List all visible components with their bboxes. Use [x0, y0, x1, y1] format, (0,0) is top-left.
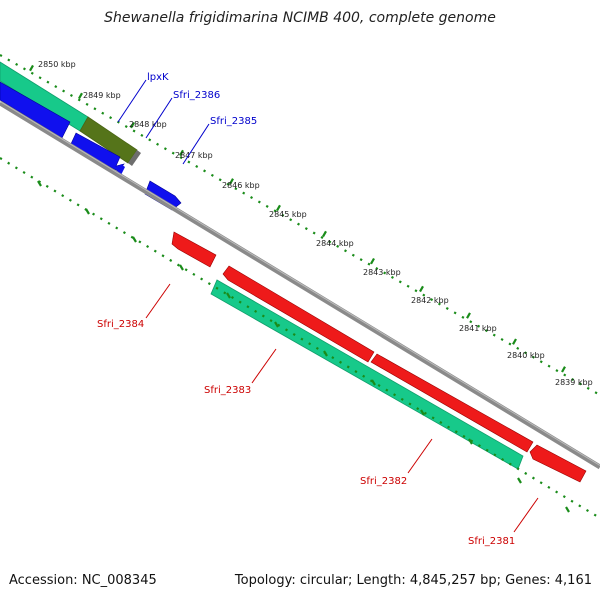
- leader-line: [513, 497, 539, 533]
- scale-label: 2850 kbp: [38, 60, 76, 69]
- backbone-line: [0, 100, 600, 470]
- scale-label: 2846 kbp: [222, 181, 260, 190]
- cds-feature-sfri-2382: [370, 353, 534, 453]
- gene-label-sfri-2385[interactable]: Sfri_2385: [210, 116, 257, 127]
- gene-feature-end: [128, 150, 141, 166]
- accession-text: Accession: NC_008345: [9, 573, 157, 588]
- scale-label: 2848 kbp: [129, 120, 167, 129]
- gene-label-sfri-2383[interactable]: Sfri_2383: [204, 385, 251, 396]
- inner-tick-track: [0, 157, 600, 519]
- cds-feature-sfri-2383: [222, 265, 375, 363]
- reverse-strand-features: [171, 231, 587, 483]
- leader-line: [251, 348, 277, 384]
- scale-label: 2842 kbp: [411, 296, 449, 305]
- backbone-highlight: [0, 100, 600, 466]
- leader-line: [407, 438, 433, 474]
- leader-line: [145, 97, 173, 139]
- gene-label-sfri-2382[interactable]: Sfri_2382: [360, 476, 407, 487]
- scale-label: 2849 kbp: [83, 91, 121, 100]
- outer-major-ticks: [29, 64, 566, 373]
- scale-label: 2845 kbp: [269, 210, 307, 219]
- gene-label-sfri-2384[interactable]: Sfri_2384: [97, 319, 144, 330]
- leader-line: [182, 123, 210, 165]
- gene-labels: lpxK Sfri_2386 Sfri_2385 Sfri_2384 Sfri_…: [97, 72, 539, 547]
- cds-feature-sfri-2384: [171, 231, 217, 268]
- forward-strand-features: [0, 61, 182, 211]
- backbone: [0, 100, 600, 470]
- leader-line: [145, 283, 171, 319]
- gene-label-lpxK[interactable]: lpxK: [147, 72, 169, 83]
- cds-feature-sfri-2381: [529, 444, 587, 483]
- inner-major-ticks: [37, 180, 570, 513]
- scale-labels: 2850 kbp 2849 kbp 2848 kbp 2847 kbp 2846…: [38, 60, 593, 387]
- scale-label: 2844 kbp: [316, 239, 354, 248]
- gene-label-sfri-2386[interactable]: Sfri_2386: [173, 90, 220, 101]
- scale-label: 2840 kbp: [507, 351, 545, 360]
- gene-label-sfri-2381[interactable]: Sfri_2381: [468, 536, 515, 547]
- scale-label: 2843 kbp: [363, 268, 401, 277]
- outer-tick-track: 2850 kbp 2849 kbp 2848 kbp 2847 kbp 2846…: [0, 54, 600, 396]
- scale-label: 2839 kbp: [555, 378, 593, 387]
- scale-label: 2847 kbp: [175, 151, 213, 160]
- genome-summary-text: Topology: circular; Length: 4,845,257 bp…: [234, 573, 592, 588]
- cds-feature-small: [117, 164, 125, 175]
- scale-label: 2841 kbp: [459, 324, 497, 333]
- map-title: Shewanella frigidimarina NCIMB 400, comp…: [104, 10, 496, 26]
- leader-line: [117, 79, 147, 123]
